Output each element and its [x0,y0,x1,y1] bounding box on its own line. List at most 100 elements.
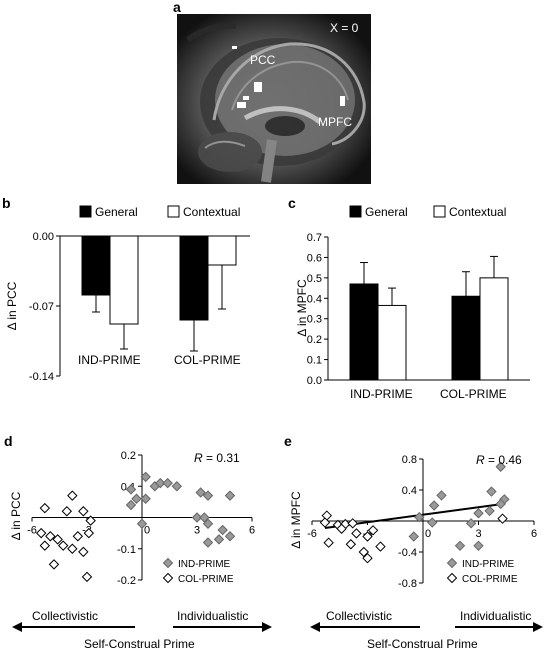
panel-b-letter: b [2,195,11,211]
data-point-col-prime [39,540,51,551]
bar-contextual-ind-prime [109,235,139,325]
y-tick-label: -0.4 [398,547,417,559]
data-point-col-prime [319,517,331,528]
bar-general-ind-prime [349,283,379,381]
data-point-col-prime [83,527,95,539]
bar-general-ind-prime [81,235,111,296]
y-tick-label: 0.00 [33,231,54,243]
individualistic-label-e: Individualistic [460,609,531,623]
y-tick-label: -0.8 [398,578,417,590]
x-tick-label: 0 [144,525,150,537]
bar-contextual-col-prime [479,277,509,381]
legend-marker-col-prime [162,572,174,584]
data-point-col-prime [497,513,508,524]
y-tick-label: 0.4 [307,293,322,305]
panel-d-letter: d [4,433,13,449]
data-point-col-prime [35,527,47,539]
data-point-col-prime [72,531,84,542]
legend-label-col-prime: COL-PRIME [178,574,234,585]
data-point-col-prime [78,506,89,517]
y-tick-label: 0.2 [307,334,322,346]
data-point-ind-prime [202,490,214,501]
data-point-ind-prime [125,484,137,495]
panel-a: a X = 0 PCC MPFC [173,0,371,184]
category-label: IND-PRIME [78,353,141,367]
y-tick-label: -0.2 [117,575,136,587]
pcc-activation-blob [254,82,262,92]
legend-label-ind-prime: IND-PRIME [462,559,515,570]
y-tick-label: 0.5 [307,273,322,285]
data-point-ind-prime [465,518,477,529]
bar-general-col-prime [179,235,209,321]
chart-panel-b: b Δ in PCC 0.00 -0.07 -0.14 IND-PRIME COL-PRIM… [2,195,250,383]
bar-contextual-col-prime [207,235,237,266]
y-tick-label: 0.3 [307,314,322,326]
x-tick-label: 6 [531,528,537,540]
data-point-col-prime [61,506,73,517]
x-tick-label: -6 [27,525,37,537]
panel-e-letter: e [284,433,292,449]
legend-marker-ind-prime [162,557,174,569]
data-point-ind-prime [495,498,506,510]
legend-swatch-general [349,205,362,218]
category-label: IND-PRIME [350,387,413,401]
footer: Collectivistic Individualistic Self-Cons… [12,609,543,651]
x-tick-label: 3 [475,528,481,540]
x-tick-label: 3 [194,525,200,537]
legend-swatch-contextual [433,205,446,218]
individualistic-label-d: Individualistic [177,609,248,623]
chart-panel-d: dΔ in PCC-6-30360.20.1-0.1-0.2IND-PRIMEC… [4,433,255,587]
collectivistic-label-d: Collectivistic [32,609,98,623]
category-label: COL-PRIME [174,353,241,367]
data-point-ind-prime [454,540,466,552]
legend-marker-ind-prime [446,557,458,569]
x-tick-label: 6 [249,525,255,537]
correlation-annotation: R = 0.31 [194,451,240,465]
x-tick-label: 0 [425,528,431,540]
y-tick-label: 0.7 [307,232,322,244]
data-point-ind-prime [202,537,214,548]
data-point-col-prime [347,518,358,529]
activation-blob-small-1 [237,102,246,108]
data-point-ind-prime [131,493,142,504]
data-point-ind-prime [484,505,495,517]
data-point-col-prime [367,525,379,536]
y-tick-label: 0.1 [307,355,322,367]
panel-a-letter: a [173,0,181,15]
data-point-ind-prime [495,461,506,472]
data-point-col-prime [323,537,334,548]
legend-label-col-prime: COL-PRIME [462,574,518,585]
legend-swatch-contextual [167,205,180,218]
data-point-col-prime [81,571,93,583]
data-point-col-prime [358,546,370,558]
pcc-activation-blob-lower [243,96,249,100]
data-point-ind-prime [125,499,137,511]
legend-label-contextual: Contextual [449,205,506,219]
data-point-ind-prime [217,524,228,536]
data-point-ind-prime [436,490,447,501]
data-point-ind-prime [408,531,419,542]
y-tick-label: 0.8 [402,454,417,466]
data-point-col-prime [52,534,63,545]
y-tick-label: -0.1 [117,544,136,556]
brain-image-shapes [186,22,366,183]
data-point-col-prime [57,540,69,551]
activation-blob-small-2 [232,46,237,49]
data-point-ind-prime [486,486,497,497]
y-tick-label: -0.14 [29,371,54,383]
data-point-ind-prime [136,518,148,529]
data-point-col-prime [45,531,56,542]
data-point-ind-prime [202,518,214,529]
data-point-col-prime [351,528,362,539]
x-tick-label: -6 [307,528,317,540]
data-point-ind-prime [213,534,225,545]
data-point-ind-prime [171,481,183,492]
data-point-col-prime [345,539,357,550]
legend-swatch-general [79,205,92,218]
collectivistic-label-e: Collectivistic [326,609,392,623]
data-point-ind-prime [162,477,173,489]
data-point-col-prime [375,541,386,552]
data-point-ind-prime [140,471,151,483]
